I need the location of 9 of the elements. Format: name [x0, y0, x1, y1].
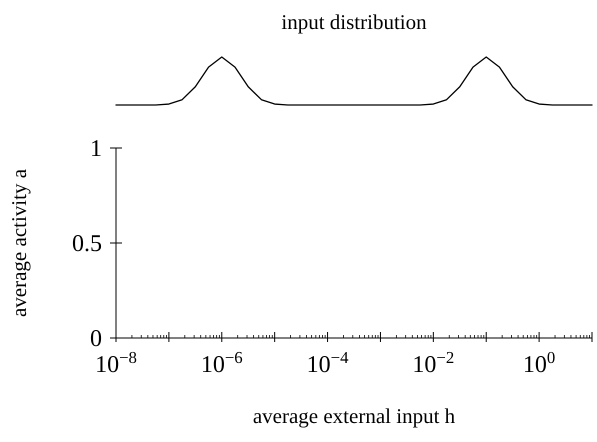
y-tick-label: 1 [90, 136, 102, 162]
y-tick-label: 0.5 [72, 231, 102, 257]
x-tick-label: 10$^{−6}$ [200, 348, 243, 378]
x-axis-title: average external input h [252, 404, 456, 428]
y-axis-title: average activity a [7, 168, 31, 318]
x-tick-label: 10$^{−4}$ [306, 348, 350, 378]
chart-title: input distribution [281, 10, 428, 34]
x-tick-label: 10$^{−2}$ [412, 348, 454, 378]
x-tick-label: 10$^{0}$ [522, 348, 556, 378]
